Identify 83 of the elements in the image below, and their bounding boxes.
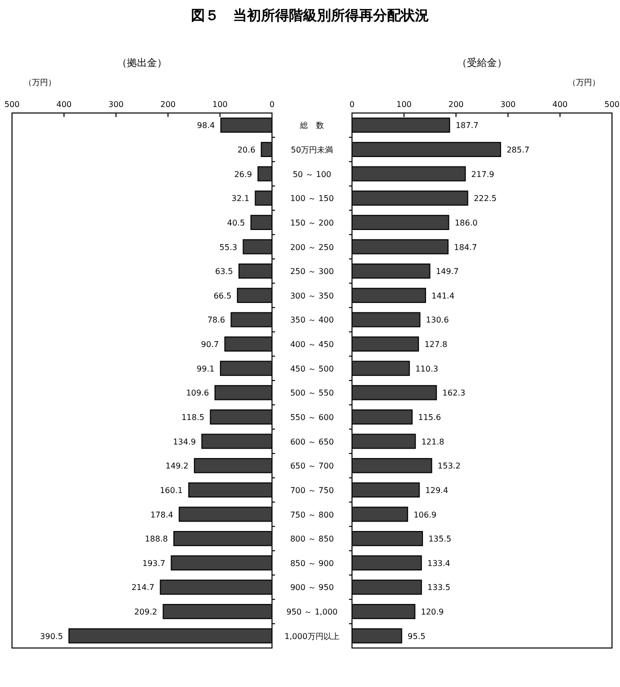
data-label: 214.7 (131, 583, 154, 592)
data-label: 285.7 (506, 145, 530, 154)
y-tick-label: 350 ～ 400 (290, 316, 334, 325)
data-label: 133.4 (427, 558, 450, 568)
data-label: 186.0 (454, 218, 478, 228)
data-label: 55.3 (219, 242, 238, 252)
y-tick-label: 950 ～ 1,000 (286, 608, 338, 617)
data-label: 188.8 (144, 534, 168, 544)
data-label: 193.7 (142, 558, 166, 568)
data-label: 187.7 (456, 121, 479, 130)
y-tick-label: 750 ～ 800 (290, 510, 334, 520)
data-label: 133.5 (427, 583, 450, 592)
data-label: 99.1 (196, 364, 214, 374)
data-label: 78.6 (207, 316, 226, 325)
data-label: 115.6 (418, 412, 442, 422)
data-label: 153.2 (438, 462, 461, 471)
data-label: 130.6 (426, 316, 449, 325)
data-label: 110.3 (415, 364, 438, 374)
y-tick-label: 50 ～ 100 (292, 170, 332, 179)
y-tick-label: 700 ～ 750 (290, 486, 334, 495)
x-tick-label: 300 (500, 100, 516, 109)
data-label: 141.4 (432, 291, 454, 300)
data-label: 95.5 (408, 632, 426, 641)
data-label: 40.5 (227, 218, 245, 228)
data-label: 149.2 (166, 462, 188, 471)
data-label: 20.6 (237, 145, 256, 154)
x-tick-label: 500 (604, 100, 620, 109)
y-tick-label: 250 ～ 300 (290, 267, 334, 276)
data-label: 120.9 (420, 608, 444, 617)
data-label: 135.5 (428, 534, 452, 544)
y-tick-label: 総 数 (299, 121, 324, 130)
data-label: 390.5 (40, 632, 63, 641)
y-tick-label: 400 ～ 450 (290, 340, 334, 350)
y-tick-label: 650 ～ 700 (290, 462, 334, 471)
text: 図５ 当初所得階級別所得再分配状況 (191, 7, 429, 24)
data-label: 129.4 (425, 486, 448, 495)
y-tick-label: 900 ～ 950 (290, 583, 334, 592)
data-label: 178.4 (150, 510, 174, 520)
data-label: 98.4 (197, 121, 215, 130)
data-label: 26.9 (234, 170, 252, 179)
y-tick-label: 300 ～ 350 (290, 291, 334, 300)
data-label: 66.5 (214, 291, 232, 300)
x-tick-label: 200 (160, 100, 176, 109)
x-tick-label: 0 (269, 100, 275, 109)
x-tick-label: 0 (349, 100, 355, 109)
data-label: 184.7 (454, 242, 477, 252)
y-tick-label: 800 ～ 850 (290, 534, 334, 544)
x-tick-label: 400 (56, 100, 72, 109)
chart-subtitle: （拠出金） (117, 57, 167, 69)
data-label: 217.9 (471, 170, 494, 179)
x-tick-label: 100 (396, 100, 412, 109)
y-tick-label: 850 ～ 900 (290, 558, 334, 568)
y-tick-label: 100 ～ 150 (290, 194, 334, 204)
data-label: 222.5 (474, 194, 497, 204)
x-axis-title: （万円） (24, 78, 56, 87)
data-label: 63.5 (215, 267, 233, 276)
x-tick-label: 100 (212, 100, 228, 109)
data-label: 127.8 (424, 340, 448, 350)
x-axis-title: （万円） (568, 78, 600, 87)
chart-subtitle: （受給金） (457, 57, 507, 69)
data-label: 109.6 (186, 388, 210, 398)
data-label: 162.3 (442, 388, 466, 398)
y-tick-label: 500 ～ 550 (290, 388, 334, 398)
x-tick-label: 200 (448, 100, 464, 109)
y-tick-label: 150 ～ 200 (290, 218, 334, 228)
data-label: 149.7 (436, 267, 459, 276)
data-label: 160.1 (160, 486, 183, 495)
y-tick-label: 550 ～ 600 (290, 412, 334, 422)
data-label: 106.9 (414, 510, 436, 520)
data-label: 32.1 (231, 194, 250, 204)
x-tick-label: 500 (4, 100, 20, 109)
data-label: 209.2 (134, 608, 158, 617)
y-tick-label: 200 ～ 250 (290, 242, 334, 252)
y-tick-label: 600 ～ 650 (290, 437, 334, 446)
data-label: 90.7 (201, 340, 219, 350)
y-tick-label: 450 ～ 500 (290, 364, 334, 374)
data-label: 118.5 (181, 412, 204, 422)
y-tick-label: 50万円未満 (290, 145, 334, 154)
data-label: 121.8 (421, 437, 444, 446)
y-tick-label: 1,000万円以上 (284, 632, 340, 641)
x-tick-label: 300 (108, 100, 124, 109)
x-tick-label: 400 (552, 100, 568, 109)
data-label: 134.9 (172, 437, 196, 446)
